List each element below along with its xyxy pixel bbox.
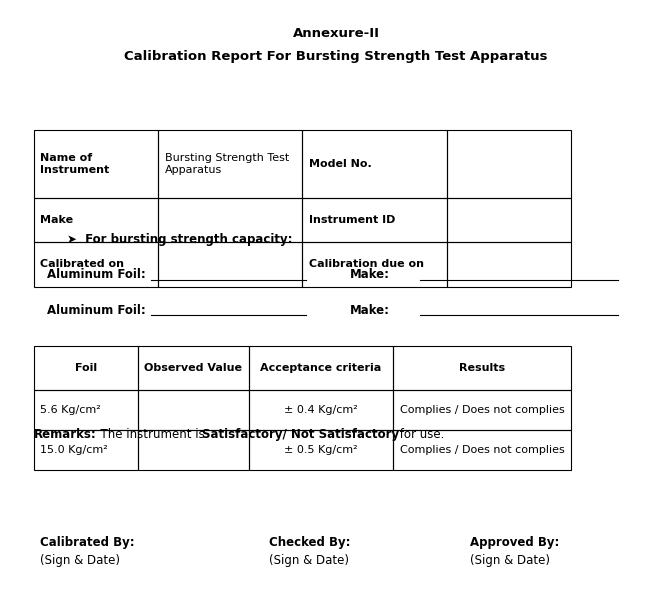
Text: ± 0.5 Kg/cm²: ± 0.5 Kg/cm² (284, 446, 358, 455)
Bar (393, 390, 571, 430)
Bar (302, 130, 447, 198)
Text: 15.0 Kg/cm²: 15.0 Kg/cm² (40, 446, 108, 455)
Bar (158, 198, 302, 242)
Text: Model No.: Model No. (309, 159, 372, 169)
Text: Calibration Report For Bursting Strength Test Apparatus: Calibration Report For Bursting Strength… (124, 50, 548, 63)
Bar (447, 242, 571, 287)
Text: Results: Results (459, 363, 505, 373)
Bar (34, 346, 138, 390)
Bar (447, 130, 571, 198)
Text: Calibration due on: Calibration due on (309, 259, 424, 269)
Text: 5.6 Kg/cm²: 5.6 Kg/cm² (40, 405, 101, 415)
Text: Annexure-II: Annexure-II (292, 27, 380, 40)
Text: ➤  For bursting strength capacity:: ➤ For bursting strength capacity: (67, 233, 293, 246)
Bar (34, 430, 138, 470)
Bar (138, 390, 249, 430)
Text: (Sign & Date): (Sign & Date) (40, 554, 120, 567)
Text: Make: Make (40, 215, 73, 225)
Bar (393, 430, 571, 470)
Bar (138, 430, 249, 470)
Bar (138, 346, 249, 390)
Bar (34, 390, 138, 430)
Text: Name of
Instrument: Name of Instrument (40, 153, 110, 175)
Bar (249, 346, 393, 390)
Text: Observed Value: Observed Value (144, 363, 242, 373)
Text: ± 0.4 Kg/cm²: ± 0.4 Kg/cm² (284, 405, 358, 415)
Text: Calibrated on: Calibrated on (40, 259, 124, 269)
Text: Remarks:: Remarks: (34, 428, 96, 441)
Text: Approved By:: Approved By: (470, 536, 560, 549)
Text: Satisfactory/ Not Satisfactory: Satisfactory/ Not Satisfactory (202, 428, 399, 441)
Bar (34, 198, 158, 242)
Text: Checked By:: Checked By: (269, 536, 350, 549)
Text: Complies / Does not complies: Complies / Does not complies (400, 446, 564, 455)
Text: Aluminum Foil:: Aluminum Foil: (47, 304, 146, 317)
Text: (Sign & Date): (Sign & Date) (269, 554, 349, 567)
Bar (302, 242, 447, 287)
Text: Foil: Foil (75, 363, 97, 373)
Text: Make:: Make: (349, 268, 390, 281)
Bar (249, 390, 393, 430)
Bar (158, 130, 302, 198)
Text: Calibrated By:: Calibrated By: (40, 536, 135, 549)
Bar (447, 198, 571, 242)
Text: Bursting Strength Test
Apparatus: Bursting Strength Test Apparatus (165, 153, 289, 175)
Text: (Sign & Date): (Sign & Date) (470, 554, 550, 567)
Text: The instrument is: The instrument is (93, 428, 208, 441)
Text: for use.: for use. (396, 428, 444, 441)
Bar (393, 346, 571, 390)
Bar (34, 130, 158, 198)
Bar (34, 242, 158, 287)
Text: Make:: Make: (349, 304, 390, 317)
Text: Acceptance criteria: Acceptance criteria (260, 363, 382, 373)
Bar (249, 430, 393, 470)
Text: Complies / Does not complies: Complies / Does not complies (400, 405, 564, 415)
Text: Aluminum Foil:: Aluminum Foil: (47, 268, 146, 281)
Bar (302, 198, 447, 242)
Text: Instrument ID: Instrument ID (309, 215, 396, 225)
Bar (158, 242, 302, 287)
